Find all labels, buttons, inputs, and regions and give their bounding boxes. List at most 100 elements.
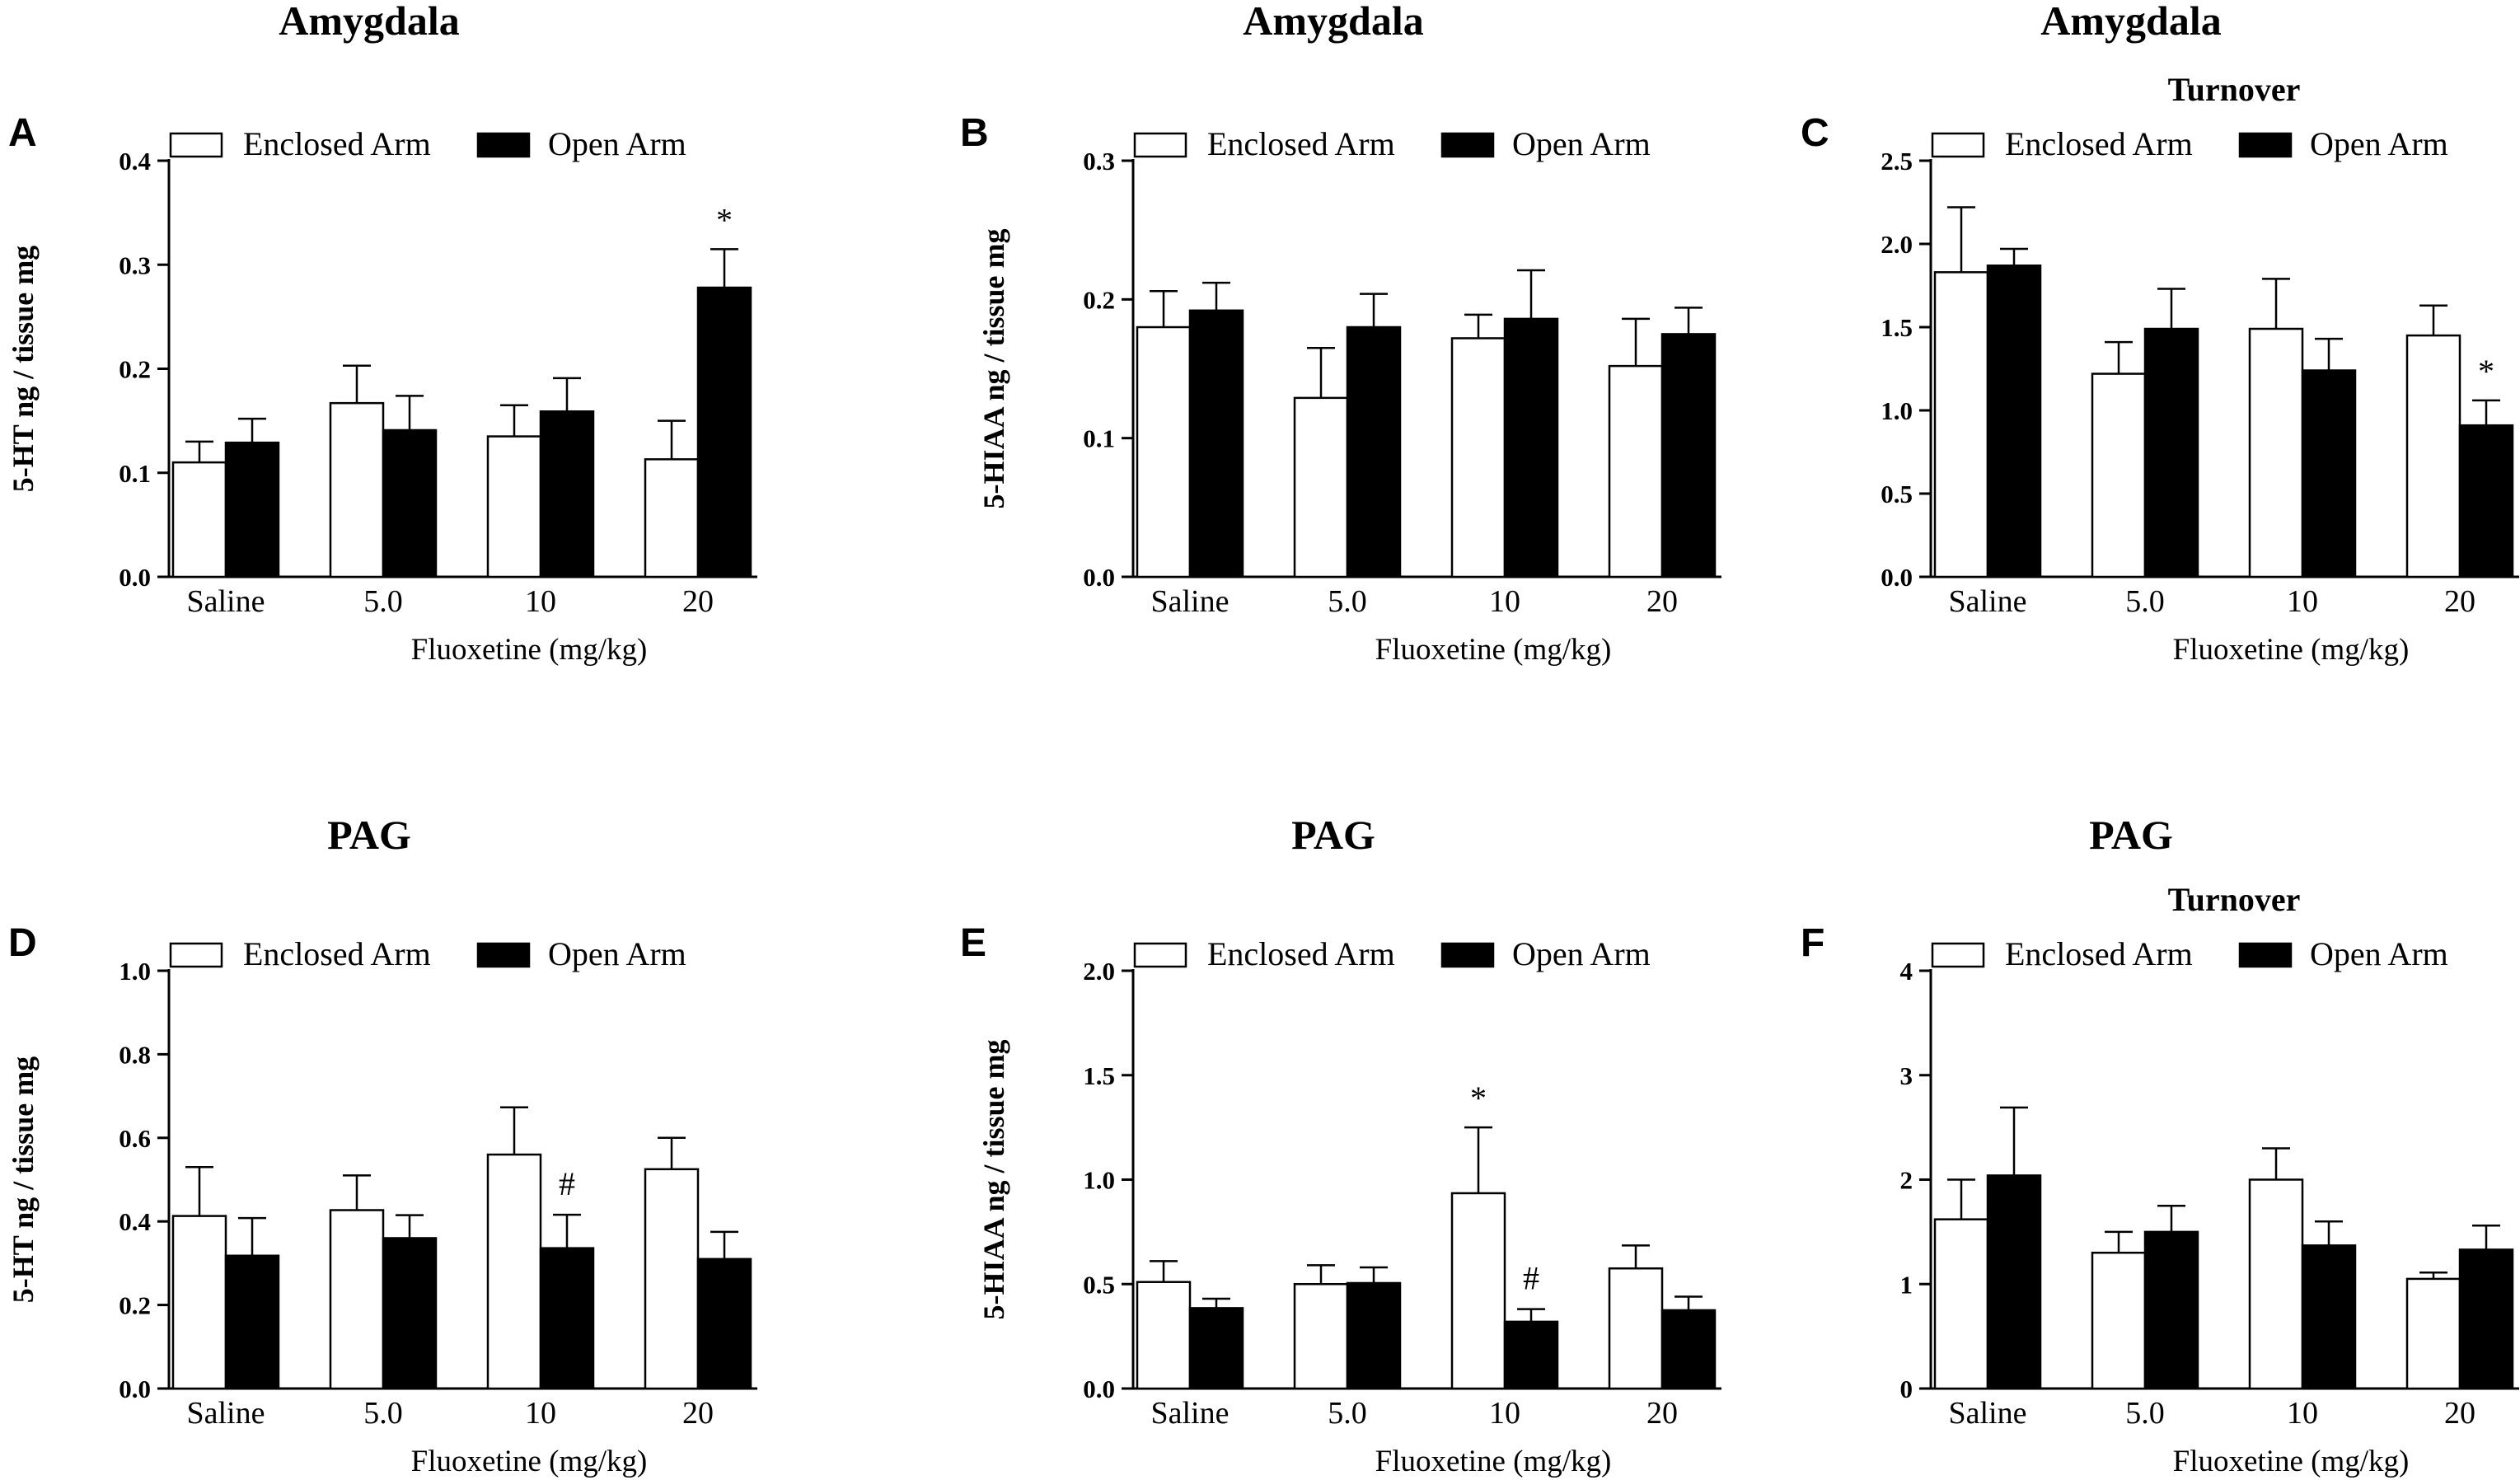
significance-marker: * (716, 201, 733, 238)
legend-swatch-open (476, 942, 531, 968)
y-tick-label: 3 (1900, 1061, 1913, 1090)
panel-b: Amygdala B 5-HIAA ng / tissue mg 0.0 0.1 0.2 0… (960, 0, 1721, 667)
bar-open-20 (1660, 1309, 1717, 1390)
y-tick-label: 0.0 (1881, 563, 1913, 592)
bar-enclosed-20 (644, 1168, 700, 1390)
y-tick-label: 0.1 (1083, 424, 1115, 453)
x-axis-label: Fluoxetine (mg/kg) (411, 633, 648, 667)
bar-open-10 (1503, 317, 1559, 578)
panel-letter: F (1801, 921, 1824, 965)
bar-open-saline (224, 441, 280, 578)
x-tick-label: 5.0 (1328, 584, 1367, 619)
legend-swatch-open (1440, 132, 1495, 158)
panel-d: PAG D 5-HT ng / tissue mg 0.0 0.2 0.4 0.6 0.8 1.… (7, 812, 757, 1478)
bar-open-5-0 (2143, 327, 2199, 578)
legend-swatch-enclosed (1931, 132, 1985, 158)
x-tick-label: Saline (187, 1396, 265, 1431)
y-tick-label: 1.5 (1083, 1061, 1115, 1090)
legend-label-enclosed: Enclosed Arm (243, 125, 431, 162)
y-tick-label: 1.0 (1083, 1166, 1115, 1195)
x-axis-label: Fluoxetine (mg/kg) (411, 1445, 648, 1478)
y-tick-label: 0.5 (1083, 1270, 1115, 1299)
significance-marker: * (2478, 353, 2494, 390)
y-axis-label: 5-HT ng / tissue mg (7, 1056, 40, 1303)
legend-label-open: Open Arm (548, 935, 686, 972)
y-tick-label: 0.0 (119, 563, 151, 592)
y-tick-label: 0.2 (119, 355, 151, 384)
legend-label-open: Open Arm (1512, 935, 1651, 972)
legend-swatch-open (476, 132, 531, 158)
y-tick-label: 0.0 (1083, 563, 1115, 592)
bar-enclosed-saline (1933, 271, 1989, 578)
panel-letter: B (960, 111, 989, 155)
x-tick-label: 20 (2444, 1396, 2476, 1431)
x-tick-label: 20 (2444, 584, 2476, 619)
bar-enclosed-5-0 (329, 401, 385, 578)
y-tick-label: 0 (1900, 1375, 1913, 1403)
panel-subtitle: Turnover (2168, 71, 2301, 108)
panel-title: PAG (327, 812, 411, 858)
x-tick-label: 20 (1646, 584, 1678, 619)
y-tick-label: 0.8 (119, 1040, 151, 1069)
y-tick-label: 0.3 (119, 251, 151, 279)
significance-marker: * (1470, 1080, 1487, 1117)
bar-open-saline (1188, 1307, 1244, 1390)
x-tick-label: 20 (1646, 1396, 1678, 1431)
y-axis-label: 5-HT ng / tissue mg (7, 246, 40, 492)
bar-open-5-0 (1346, 326, 1402, 578)
bar-enclosed-saline (1136, 326, 1192, 578)
bar-open-10 (539, 1247, 595, 1390)
x-tick-label: 5.0 (2125, 584, 2165, 619)
x-tick-label: 10 (2287, 1396, 2318, 1431)
x-tick-label: 20 (682, 584, 714, 619)
y-tick-label: 2.0 (1083, 957, 1115, 986)
x-tick-label: 20 (682, 1396, 714, 1431)
bar-enclosed-10 (2248, 1178, 2304, 1390)
bar-enclosed-saline (1136, 1281, 1192, 1390)
y-axis-label: 5-HIAA ng / tissue mg (977, 1039, 1010, 1319)
x-tick-label: 10 (1489, 584, 1520, 619)
legend-swatch-open (2238, 132, 2293, 158)
bar-enclosed-5-0 (1293, 1283, 1349, 1390)
bar-open-20 (2458, 424, 2514, 578)
bar-enclosed-5-0 (2091, 1251, 2147, 1390)
x-tick-label: 5.0 (363, 584, 403, 619)
bar-open-saline (1986, 265, 2042, 578)
bar-open-5-0 (1346, 1281, 1402, 1390)
panel-title: PAG (1291, 812, 1375, 858)
bar-open-saline (1188, 309, 1244, 578)
y-axis-label: 5-HIAA ng / tissue mg (977, 228, 1010, 508)
bar-enclosed-saline (171, 1215, 227, 1390)
legend-swatch-enclosed (169, 942, 223, 968)
bar-enclosed-saline (171, 461, 227, 578)
y-tick-label: 0.6 (119, 1124, 151, 1153)
bar-open-5-0 (382, 429, 438, 578)
x-tick-label: Saline (1949, 584, 2027, 619)
bar-open-20 (2458, 1248, 2514, 1390)
y-tick-label: 4 (1900, 957, 1913, 986)
legend-label-open: Open Arm (2310, 935, 2448, 972)
bar-enclosed-5-0 (1293, 396, 1349, 578)
x-tick-label: 10 (2287, 584, 2318, 619)
bar-enclosed-20 (1608, 364, 1664, 578)
significance-marker: # (559, 1165, 575, 1202)
bar-enclosed-20 (2405, 334, 2461, 578)
panel-letter: A (8, 111, 37, 155)
bar-enclosed-10 (2248, 327, 2304, 578)
y-tick-label: 1.0 (119, 957, 151, 986)
panel-e: PAG E 5-HIAA ng / tissue mg 0.0 0.5 1.0 1.5 2.0… (960, 812, 1721, 1478)
legend-swatch-enclosed (1133, 132, 1187, 158)
bar-open-saline (1986, 1174, 2042, 1390)
x-tick-label: 5.0 (363, 1396, 403, 1431)
y-tick-label: 0.1 (119, 459, 151, 488)
legend-label-enclosed: Enclosed Arm (2005, 935, 2193, 972)
y-tick-label: 0.5 (1881, 480, 1913, 508)
panel-letter: C (1801, 111, 1829, 155)
x-tick-label: Saline (187, 584, 265, 619)
x-tick-label: Saline (1151, 1396, 1230, 1431)
x-axis-label: Fluoxetine (mg/kg) (2173, 1445, 2410, 1478)
x-tick-label: Saline (1949, 1396, 2027, 1431)
x-axis-label: Fluoxetine (mg/kg) (1375, 633, 1612, 667)
y-tick-label: 2 (1900, 1166, 1913, 1195)
